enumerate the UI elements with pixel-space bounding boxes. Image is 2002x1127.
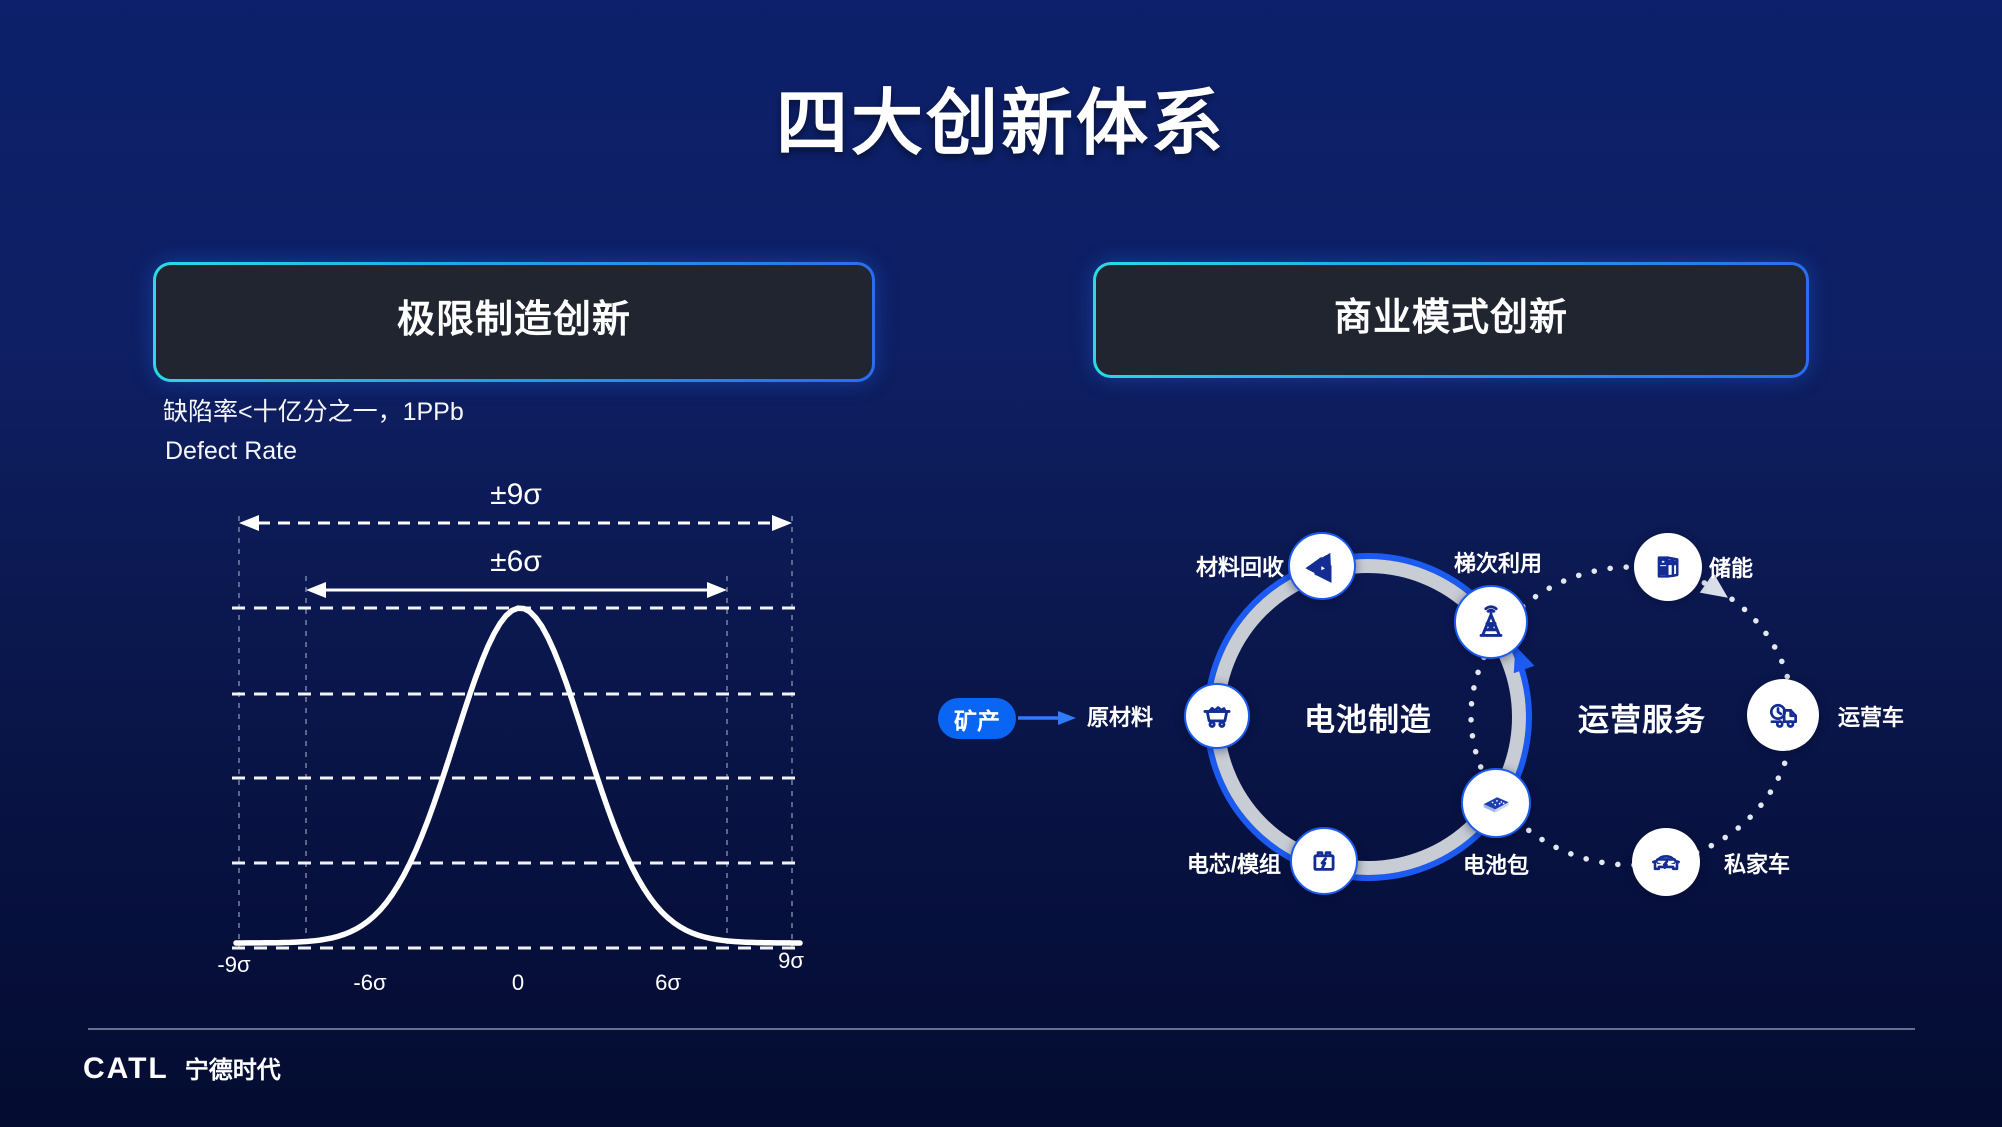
mine-cart-icon — [1203, 706, 1231, 728]
cell-module-node — [1290, 827, 1358, 895]
footer-logo: CATL 宁德时代 — [83, 1050, 281, 1086]
battery-manufacturing-label: 电池制造 — [1304, 702, 1432, 738]
right-panel-title: 商业模式创新 — [1333, 296, 1568, 339]
six-sigma-label: ±6σ — [490, 545, 542, 578]
six-sigma-arrow — [306, 582, 727, 598]
cell-module-label: 电芯/模组 — [1186, 852, 1281, 877]
electric-car-icon — [1652, 854, 1680, 871]
catl-logo: CATL — [83, 1052, 169, 1085]
dotted-loop-arrowhead — [1699, 573, 1728, 598]
left-panel-card: 极限制造创新 — [153, 262, 875, 382]
tick-neg6: -6σ — [353, 970, 387, 995]
mineral-badge: 矿产 — [938, 698, 1016, 739]
raw-material-label: 原材料 — [1086, 705, 1154, 730]
storage-label: 储能 — [1709, 556, 1754, 581]
pack-node — [1461, 768, 1531, 838]
horizontal-grid — [232, 606, 798, 950]
pack-label: 电池包 — [1462, 853, 1530, 878]
defect-rate-chart: ±9σ ±6σ -9σ -6σ 0 6σ 9σ — [217, 478, 804, 995]
storage-node — [1634, 533, 1702, 601]
nine-sigma-arrow — [239, 515, 792, 531]
energy-storage-cabinet-icon — [1657, 556, 1679, 578]
defect-note-cn: 缺陷率<十亿分之一，1PPb — [163, 398, 464, 426]
battery-pack-icon — [1483, 797, 1509, 813]
defect-note-en: Defect Rate — [165, 437, 298, 465]
vertical-guides — [238, 516, 793, 948]
raw-material-node — [1184, 683, 1250, 749]
antenna-tower-icon — [1479, 605, 1503, 637]
business-model-diagram — [1018, 553, 1796, 881]
page-title: 四大创新体系 — [775, 84, 1226, 164]
nine-sigma-label: ±9σ — [490, 478, 542, 511]
footer-divider — [88, 1028, 1915, 1030]
op-vehicle-label: 运营车 — [1838, 705, 1905, 730]
brand-name: 宁德时代 — [184, 1057, 281, 1084]
cascade-label: 梯次利用 — [1453, 551, 1543, 576]
operation-service-label: 运营服务 — [1578, 702, 1706, 738]
tick-zero: 0 — [512, 970, 524, 995]
tick-pos6: 6σ — [655, 970, 681, 995]
battery-cell-icon — [1313, 851, 1335, 871]
op-vehicle-node — [1747, 679, 1819, 751]
mineral-arrow — [1018, 711, 1076, 725]
right-panel-card: 商业模式创新 — [1093, 262, 1809, 378]
left-panel-title: 极限制造创新 — [396, 298, 631, 341]
recycle-node — [1288, 532, 1356, 600]
recycle-label: 材料回收 — [1195, 555, 1284, 580]
tick-pos9: 9σ — [778, 948, 804, 973]
tick-neg9: -9σ — [217, 952, 251, 977]
private-car-label: 私家车 — [1724, 852, 1791, 877]
cascade-node — [1454, 585, 1528, 659]
truck-clock-icon — [1769, 703, 1797, 728]
mineral-badge-label: 矿产 — [954, 707, 1000, 734]
bell-curve-path — [233, 605, 803, 946]
blue-ring-arrowhead — [1513, 645, 1535, 674]
private-car-node — [1632, 828, 1700, 896]
recycle-icon — [1305, 552, 1332, 583]
